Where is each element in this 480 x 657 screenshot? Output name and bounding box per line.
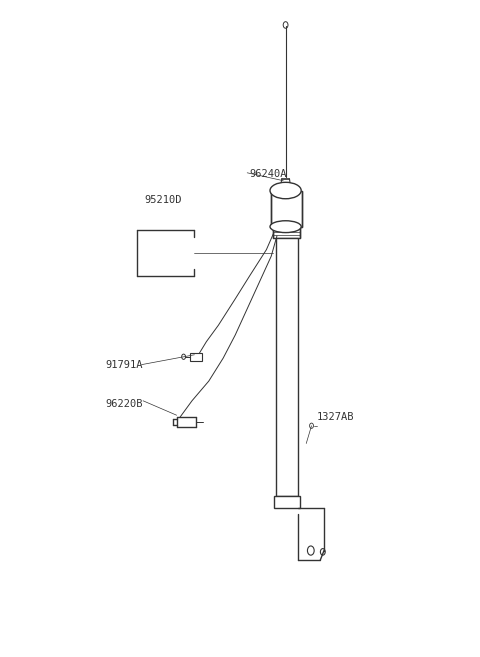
Ellipse shape [270, 221, 301, 233]
Text: 91791A: 91791A [106, 359, 143, 370]
Circle shape [321, 549, 325, 555]
Text: 1327AB: 1327AB [317, 412, 354, 422]
Circle shape [310, 423, 313, 428]
Circle shape [284, 187, 288, 192]
Ellipse shape [270, 183, 301, 198]
Bar [276, 238, 298, 496]
Circle shape [283, 22, 288, 28]
Bar [271, 191, 302, 227]
Bar [190, 353, 202, 361]
Bar [273, 226, 300, 238]
Text: 96220B: 96220B [106, 399, 143, 409]
Circle shape [307, 546, 314, 555]
Bar [274, 496, 300, 508]
Text: 95210D: 95210D [144, 195, 181, 206]
Circle shape [181, 354, 185, 359]
Text: 96240A: 96240A [250, 169, 287, 179]
